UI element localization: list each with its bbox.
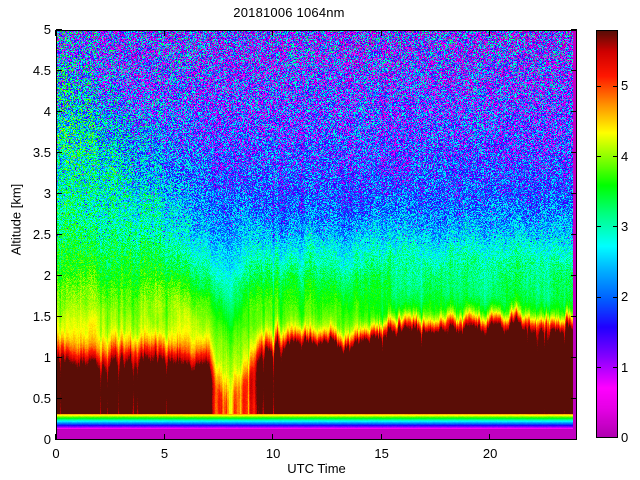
y-tick-label: 1: [43, 350, 51, 365]
y-tick-mark-right: [571, 439, 577, 441]
y-tick-mark-right: [571, 398, 577, 400]
colorbar-tick-mark-right: [613, 85, 618, 87]
colorbar-tick-mark: [596, 437, 601, 439]
colorbar-tick-label: 4: [621, 148, 629, 164]
x-tick-label: 15: [374, 446, 389, 461]
y-tick-label: 4.5: [32, 63, 51, 78]
colorbar-tick-label: 1: [621, 359, 629, 375]
x-tick-mark: [272, 434, 274, 440]
y-tick-mark: [56, 152, 62, 154]
y-tick-mark: [56, 316, 62, 318]
y-tick-mark-right: [571, 111, 577, 113]
colorbar-tick-mark: [596, 366, 601, 368]
y-tick-mark-right: [571, 357, 577, 359]
x-tick-label: 0: [52, 446, 60, 461]
y-axis-label: Altitude [km]: [8, 183, 24, 256]
colorbar-tick-mark: [596, 226, 601, 228]
x-tick-mark-top: [55, 30, 57, 36]
y-tick-label: 0: [43, 432, 51, 447]
x-tick-mark: [380, 434, 382, 440]
y-tick-mark: [56, 70, 62, 72]
y-tick-mark: [56, 111, 62, 113]
y-tick-mark-right: [571, 152, 577, 154]
y-tick-mark: [56, 357, 62, 359]
y-tick-label: 3.5: [32, 145, 51, 160]
x-tick-label: 10: [265, 446, 281, 461]
x-tick-mark-top: [380, 30, 382, 36]
colorbar-tick-mark: [596, 155, 601, 157]
colorbar-tick-mark-right: [613, 155, 618, 157]
y-tick-mark-right: [571, 29, 577, 31]
y-tick-label: 2.5: [32, 227, 51, 242]
y-tick-label: 2: [43, 268, 51, 283]
y-tick-mark: [56, 439, 62, 441]
y-tick-mark-right: [571, 234, 577, 236]
x-tick-label: 5: [160, 446, 169, 461]
y-tick-mark: [56, 29, 62, 31]
x-tick-mark-top: [489, 30, 491, 36]
heatmap-plot-area[interactable]: [56, 30, 577, 440]
x-tick-label: 20: [482, 446, 498, 461]
colorbar-tick-label: 5: [621, 78, 629, 94]
colorbar-gradient: [597, 31, 617, 437]
x-tick-mark: [489, 434, 491, 440]
colorbar-tick-mark-right: [613, 226, 618, 228]
colorbar-tick-mark-right: [613, 437, 618, 439]
x-axis-label: UTC Time: [287, 461, 346, 476]
y-tick-label: 0.5: [32, 391, 51, 406]
x-tick-mark: [163, 434, 165, 440]
colorbar[interactable]: [596, 30, 618, 438]
y-tick-mark: [56, 275, 62, 277]
x-tick-mark-top: [163, 30, 165, 36]
colorbar-tick-label: 2: [621, 289, 629, 305]
y-tick-label: 1.5: [32, 309, 51, 324]
y-tick-mark: [56, 234, 62, 236]
y-tick-mark-right: [571, 316, 577, 318]
page-title: 20181006 1064nm: [233, 5, 345, 20]
y-tick-label: 3: [43, 186, 51, 201]
colorbar-tick-mark-right: [613, 296, 618, 298]
colorbar-tick-mark: [596, 85, 601, 87]
y-tick-mark-right: [571, 193, 577, 195]
y-tick-mark: [56, 398, 62, 400]
y-tick-mark-right: [571, 275, 577, 277]
y-tick-mark-right: [571, 70, 577, 72]
colorbar-tick-mark-right: [613, 366, 618, 368]
colorbar-tick-label: 3: [621, 218, 629, 234]
y-tick-mark: [56, 193, 62, 195]
x-tick-mark: [55, 434, 57, 440]
y-tick-label: 5: [43, 22, 51, 37]
y-tick-label: 4: [43, 104, 51, 119]
colorbar-tick-mark: [596, 296, 601, 298]
x-tick-mark-top: [272, 30, 274, 36]
backscatter-field-canvas: [57, 31, 576, 439]
colorbar-tick-label: 0: [621, 430, 629, 445]
